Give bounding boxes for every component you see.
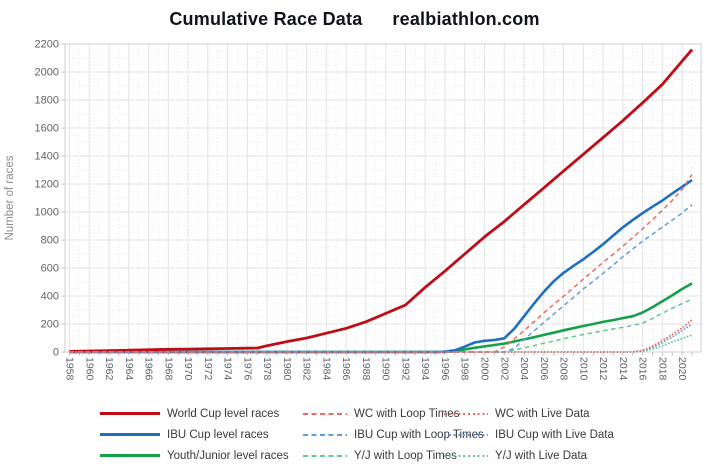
- y-tick-label: 1800: [35, 95, 59, 107]
- legend-swatch-youth-junior-icon: [100, 454, 160, 457]
- x-tick-label: 2008: [558, 357, 570, 381]
- y-tick-label: 1000: [35, 207, 59, 219]
- x-tick-label: 1990: [380, 357, 392, 381]
- x-tick-label: 2004: [518, 357, 530, 381]
- series-wc-with-loop-times: [69, 174, 693, 353]
- x-tick-label: 1966: [143, 357, 155, 381]
- x-tick-label: 2002: [498, 357, 510, 381]
- y-tick-label: 800: [41, 235, 59, 247]
- legend-label: Y/J with Loop Times: [354, 449, 457, 462]
- x-tick-label: 1958: [64, 357, 76, 381]
- chart-title: Cumulative Race Data: [169, 9, 363, 29]
- y-tick-label: 1600: [35, 123, 59, 135]
- x-tick-label: 2000: [479, 357, 491, 381]
- x-tick-label: 1964: [123, 357, 135, 381]
- x-tick-label: 1988: [360, 357, 372, 381]
- x-tick-label: 1968: [162, 357, 174, 381]
- legend-label: IBU Cup with Live Data: [495, 428, 614, 441]
- legend-item-wc-with-live-data: WC with Live Data: [444, 403, 614, 424]
- legend-swatch-ibu-live-icon: [444, 433, 488, 436]
- series-ibu-cup-level-races: [69, 179, 693, 354]
- y-tick-label: 2000: [35, 67, 59, 79]
- legend-item-yj-with-live-data: Y/J with Live Data: [444, 445, 614, 466]
- title-row: Cumulative Race Data realbiathlon.com: [0, 9, 709, 30]
- x-tick-label: 1970: [182, 357, 194, 381]
- y-tick-label: 600: [41, 263, 59, 275]
- x-tick-label: 1972: [202, 357, 214, 381]
- x-tick-label: 2012: [597, 357, 609, 381]
- legend-item-ibu-cup-with-loop-times: IBU Cup with Loop Times: [303, 424, 484, 445]
- chart-legend: World Cup level races IBU Cup level race…: [0, 401, 709, 467]
- y-tick-label: 2200: [35, 39, 59, 51]
- legend-item-youth-junior-level-races: Youth/Junior level races: [100, 445, 289, 466]
- legend-label: Y/J with Live Data: [495, 449, 588, 462]
- x-tick-label: 2020: [676, 357, 688, 381]
- legend-item-ibu-cup-with-live-data: IBU Cup with Live Data: [444, 424, 614, 445]
- x-tick-label: 1996: [439, 357, 451, 381]
- legend-label: IBU Cup with Loop Times: [354, 428, 484, 441]
- x-tick-label: 1978: [261, 357, 273, 381]
- series-world-cup-level-races: [69, 48, 694, 353]
- series-ibu-cup-with-live-data: [68, 323, 693, 353]
- y-tick-label: 1400: [35, 151, 59, 163]
- x-tick-label: 1980: [281, 357, 293, 381]
- x-tick-label: 1960: [83, 357, 95, 381]
- series-youth-junior-level-races: [69, 282, 693, 354]
- x-tick-label: 2016: [637, 357, 649, 381]
- legend-label: WC with Live Data: [495, 407, 590, 420]
- legend-swatch-ibu-loop-icon: [303, 433, 347, 436]
- cumulative-race-line-chart: 1958 1960 1962 1964 1966 1968 1970 1972 1974 1976…: [4, 39, 702, 381]
- legend-item-world-cup-level-races: World Cup level races: [100, 403, 289, 424]
- y-tick-label: 200: [41, 319, 59, 331]
- legend-swatch-world-cup-icon: [100, 412, 160, 415]
- legend-item-yj-with-loop-times: Y/J with Loop Times: [303, 445, 484, 466]
- x-tick-label: 1998: [459, 357, 471, 381]
- legend-label: World Cup level races: [167, 407, 280, 420]
- y-tick-label: 1200: [35, 179, 59, 191]
- series-yj-with-loop-times: [69, 298, 693, 353]
- legend-swatch-yj-live-icon: [444, 454, 488, 457]
- legend-swatch-ibu-cup-icon: [100, 433, 160, 436]
- x-tick-label: 2010: [577, 357, 589, 381]
- x-tick-label: 1976: [241, 357, 253, 381]
- x-tick-label: 1984: [320, 357, 332, 381]
- legend-column-solid: World Cup level races IBU Cup level race…: [100, 403, 289, 466]
- y-tick-label: 0: [53, 347, 59, 359]
- series-wc-with-live-data: [68, 318, 693, 353]
- legend-swatch-wc-loop-icon: [303, 412, 347, 415]
- legend-column-live-data: WC with Live Data IBU Cup with Live Data…: [444, 403, 614, 466]
- x-tick-label: 2006: [538, 357, 550, 381]
- legend-item-ibu-cup-level-races: IBU Cup level races: [100, 424, 289, 445]
- x-tick-label: 1992: [399, 357, 411, 381]
- x-tick-label: 2018: [656, 357, 668, 381]
- x-tick-label: 2014: [617, 357, 629, 381]
- x-tick-label: 1962: [103, 357, 115, 381]
- y-axis-title: Number of races: [4, 155, 16, 240]
- legend-label: Youth/Junior level races: [167, 449, 289, 462]
- y-tick-label: 400: [41, 291, 59, 303]
- series-ibu-cup-with-loop-times: [69, 204, 693, 353]
- legend-swatch-wc-live-icon: [444, 412, 488, 415]
- x-tick-label: 1986: [340, 357, 352, 381]
- x-tick-label: 1974: [222, 357, 234, 381]
- legend-item-wc-with-loop-times: WC with Loop Times: [303, 403, 484, 424]
- legend-label: WC with Loop Times: [354, 407, 460, 420]
- legend-column-loop-times: WC with Loop Times IBU Cup with Loop Tim…: [303, 403, 484, 466]
- x-tick-label: 1994: [419, 357, 431, 381]
- legend-label: IBU Cup level races: [167, 428, 269, 441]
- site-watermark: realbiathlon.com: [392, 9, 540, 29]
- x-tick-label: 1982: [301, 357, 313, 381]
- legend-swatch-yj-loop-icon: [303, 454, 347, 457]
- series-yj-with-live-data: [68, 333, 693, 353]
